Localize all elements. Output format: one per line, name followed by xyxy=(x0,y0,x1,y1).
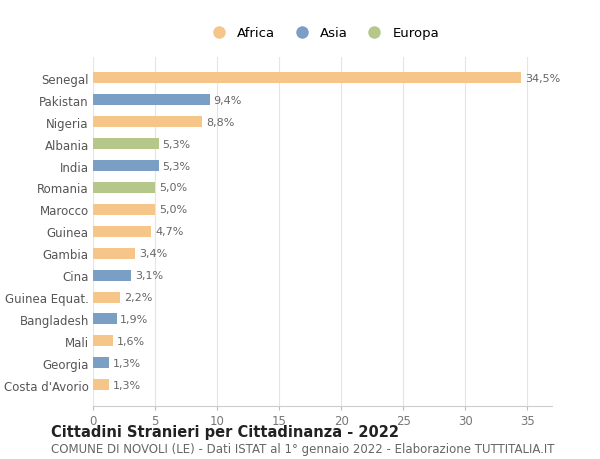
Text: 1,6%: 1,6% xyxy=(116,336,145,346)
Text: 5,3%: 5,3% xyxy=(163,140,191,149)
Bar xyxy=(93,95,209,106)
Bar xyxy=(93,117,202,128)
Bar xyxy=(93,270,131,281)
Bar xyxy=(93,139,159,150)
Text: 5,3%: 5,3% xyxy=(163,161,191,171)
Bar xyxy=(93,161,159,172)
Bar xyxy=(93,73,521,84)
Legend: Africa, Asia, Europa: Africa, Asia, Europa xyxy=(200,22,445,45)
Bar xyxy=(93,292,120,303)
Bar xyxy=(93,336,113,347)
Text: COMUNE DI NOVOLI (LE) - Dati ISTAT al 1° gennaio 2022 - Elaborazione TUTTITALIA.: COMUNE DI NOVOLI (LE) - Dati ISTAT al 1°… xyxy=(51,442,554,454)
Text: 1,3%: 1,3% xyxy=(113,358,141,368)
Text: 4,7%: 4,7% xyxy=(155,227,184,237)
Text: 1,9%: 1,9% xyxy=(120,314,149,324)
Text: 2,2%: 2,2% xyxy=(124,292,152,302)
Text: 1,3%: 1,3% xyxy=(113,380,141,390)
Bar xyxy=(93,204,155,215)
Text: 8,8%: 8,8% xyxy=(206,118,234,128)
Bar xyxy=(93,314,116,325)
Text: Cittadini Stranieri per Cittadinanza - 2022: Cittadini Stranieri per Cittadinanza - 2… xyxy=(51,425,399,440)
Bar xyxy=(93,248,135,259)
Text: 5,0%: 5,0% xyxy=(159,205,187,215)
Text: 5,0%: 5,0% xyxy=(159,183,187,193)
Text: 3,4%: 3,4% xyxy=(139,249,167,259)
Bar xyxy=(93,183,155,194)
Bar xyxy=(93,358,109,369)
Text: 34,5%: 34,5% xyxy=(525,74,560,84)
Bar xyxy=(93,380,109,390)
Bar xyxy=(93,226,151,237)
Text: 3,1%: 3,1% xyxy=(135,270,163,280)
Text: 9,4%: 9,4% xyxy=(214,95,242,106)
